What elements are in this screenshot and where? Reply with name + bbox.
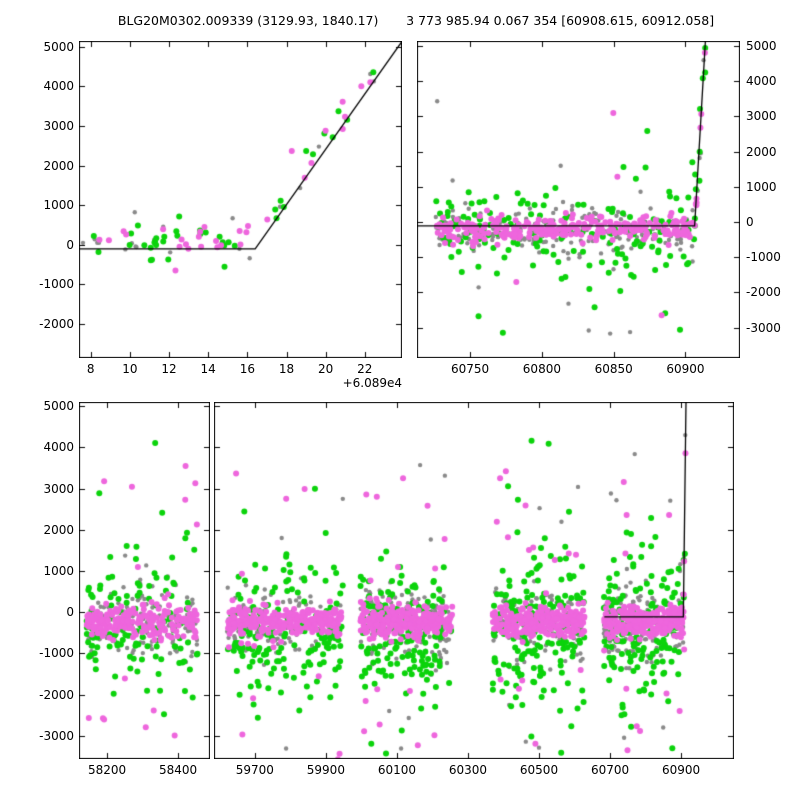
figure-title: BLG20M0302.009339 (3129.93, 1840.17) 3 7… xyxy=(117,13,715,28)
x-tick-label: 60850 xyxy=(594,362,633,376)
y-tick-label: -1000 xyxy=(39,646,74,661)
y-tick-label: 3000 xyxy=(43,481,74,496)
y-tick-label: 2000 xyxy=(746,144,777,159)
y-tick-label: -3000 xyxy=(746,320,781,335)
y-tick-label: 3000 xyxy=(746,109,777,124)
y-tick-label: -2000 xyxy=(39,687,74,702)
y-tick-label: -3000 xyxy=(39,728,74,743)
x-axis-offset-label: +6.089e4 xyxy=(342,376,402,390)
y-tick-label: -2000 xyxy=(746,285,781,300)
y-tick-label: 1000 xyxy=(43,564,74,579)
x-tick-label: 59900 xyxy=(306,763,345,777)
panel-full-lightcurve-left-canvas xyxy=(79,402,210,759)
panel-full-lightcurve-right-canvas xyxy=(214,402,734,759)
y-tick-label: 4000 xyxy=(746,74,777,89)
panel-last-season xyxy=(417,41,740,358)
y-tick-label: -1000 xyxy=(39,277,74,292)
x-tick-label: 22 xyxy=(357,362,373,376)
panel-full-lightcurve-left xyxy=(79,402,210,759)
x-tick-label: 58400 xyxy=(158,763,198,777)
x-tick-label: 60900 xyxy=(666,362,705,376)
x-tick-label: 18 xyxy=(278,362,295,376)
x-tick-label: 60300 xyxy=(448,763,488,777)
x-tick-label: 16 xyxy=(239,362,255,376)
y-tick-label: 5000 xyxy=(746,38,777,53)
x-tick-label: 12 xyxy=(161,362,177,376)
y-tick-label: -2000 xyxy=(39,316,74,331)
y-tick-label: 5000 xyxy=(43,399,74,414)
x-tick-label: 14 xyxy=(200,362,216,376)
x-tick-label: 20 xyxy=(318,362,334,376)
panel-full-lightcurve-right xyxy=(214,402,734,759)
y-tick-label: 4000 xyxy=(43,440,74,455)
x-tick-label: 58200 xyxy=(87,763,127,777)
y-tick-label: 2000 xyxy=(43,158,74,173)
x-tick-label: 60750 xyxy=(451,362,490,376)
y-tick-label: 0 xyxy=(746,215,754,230)
y-tick-label: -1000 xyxy=(746,250,781,265)
panel-last-season-canvas xyxy=(417,41,740,358)
x-tick-label: 10 xyxy=(122,362,138,376)
panel-event-zoom-canvas xyxy=(79,41,402,358)
y-tick-label: 1000 xyxy=(43,198,74,213)
x-tick-label: 60500 xyxy=(519,763,559,777)
panel-event-zoom xyxy=(79,41,402,358)
y-tick-label: 4000 xyxy=(43,79,74,94)
y-tick-label: 3000 xyxy=(43,118,74,133)
y-tick-label: 1000 xyxy=(746,179,777,194)
y-tick-label: 2000 xyxy=(43,522,74,537)
x-tick-label: 60900 xyxy=(661,763,701,777)
y-tick-label: 0 xyxy=(66,237,74,252)
y-tick-label: 5000 xyxy=(43,39,74,54)
y-tick-label: 0 xyxy=(66,605,74,620)
x-tick-label: 8 xyxy=(86,362,95,376)
x-tick-label: 60100 xyxy=(377,763,417,777)
x-tick-label: 60700 xyxy=(590,763,630,777)
x-tick-label: 59700 xyxy=(235,763,274,777)
x-tick-label: 60800 xyxy=(522,362,561,376)
